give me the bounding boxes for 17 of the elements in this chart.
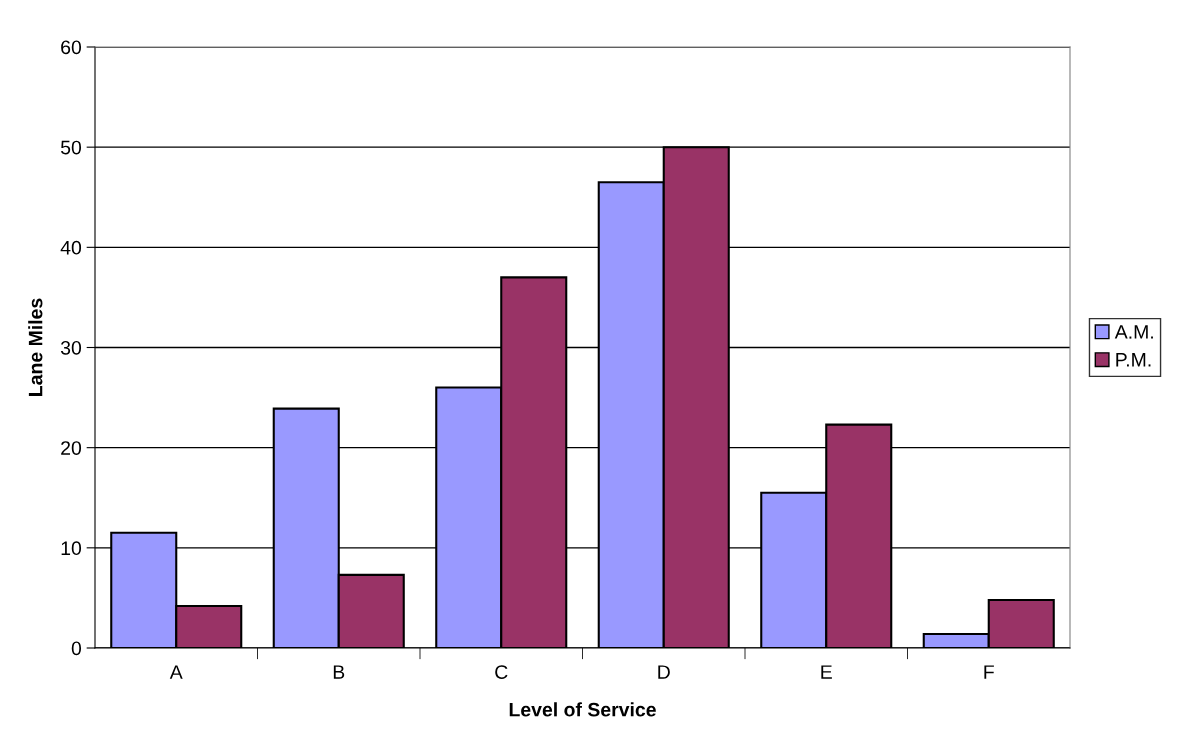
legend-label: P.M. (1116, 353, 1151, 367)
x-axis-title: Level of Service (509, 702, 656, 717)
y-tick-label: 10 (61, 541, 82, 556)
x-tick-label: D (658, 665, 670, 679)
y-axis-title: Lane Miles (28, 298, 43, 396)
x-tick-label: E (821, 665, 832, 679)
y-tick-label: 20 (61, 441, 82, 455)
x-tick-label: F (984, 665, 994, 679)
y-tick-label: 40 (60, 240, 82, 255)
x-tick-label: A (169, 665, 183, 679)
y-tick-label: 30 (60, 340, 82, 355)
legend-label: A.M. (1114, 325, 1153, 339)
x-tick-label: C (495, 665, 508, 679)
y-tick-label: 50 (60, 140, 82, 155)
y-tick-label: 60 (61, 40, 82, 55)
x-tick-label: B (333, 665, 345, 679)
y-tick-label: 0 (71, 641, 82, 656)
